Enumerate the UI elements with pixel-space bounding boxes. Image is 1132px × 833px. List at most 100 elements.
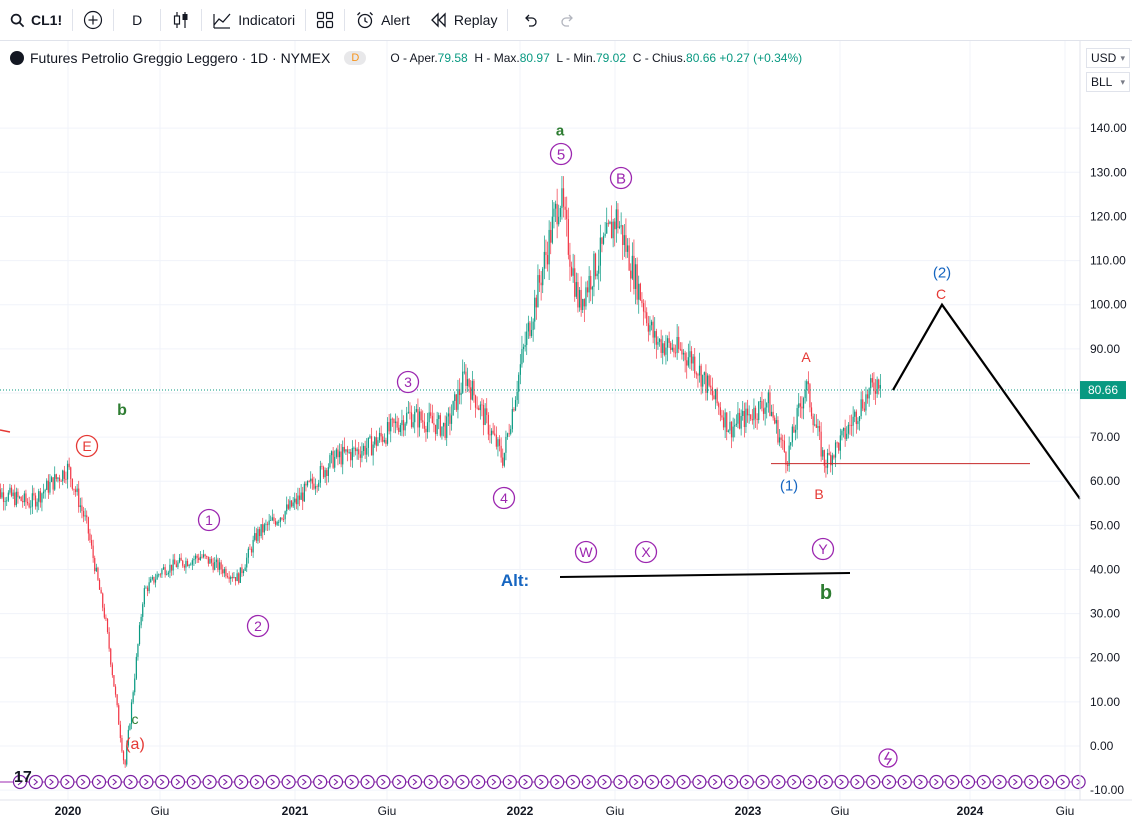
unit-selector[interactable]: BLL ▾ (1086, 72, 1130, 92)
candle-body (132, 692, 134, 703)
candle-body (463, 371, 465, 373)
candle-body (519, 364, 521, 375)
candle-body (33, 493, 35, 496)
candle-body (287, 504, 289, 509)
redo-button[interactable] (552, 0, 584, 40)
candle-body (727, 430, 729, 432)
candle-body (30, 506, 32, 508)
dividend-event-icon (878, 748, 898, 768)
candle-body (76, 488, 78, 492)
event-arrow (949, 778, 955, 786)
candle-body (868, 388, 870, 399)
candle-body (543, 251, 545, 269)
candle-body (257, 529, 259, 541)
candle-body (740, 415, 742, 429)
x-tick-label: Giu (606, 804, 625, 818)
candle-body (722, 417, 725, 428)
candle-body (678, 336, 680, 349)
candle-body (18, 496, 21, 498)
event-icon (502, 774, 517, 790)
time-axis[interactable]: 2020 Giu 2021 Giu 2022 Giu 2023 Giu 2024 Giu (0, 799, 1132, 818)
candle-body (234, 577, 237, 582)
chart-type-button[interactable] (161, 0, 201, 40)
candle-body (681, 349, 683, 355)
event-icon (423, 774, 438, 790)
replay-button[interactable]: Replay (420, 0, 508, 40)
symbol-search[interactable]: CL1! (0, 0, 72, 40)
candle-body (42, 491, 45, 494)
candle-body (505, 436, 507, 453)
candle-body (284, 511, 286, 520)
ohlc-values: O - Aper.79.58 H - Max.80.97 L - Min.79.… (390, 51, 802, 65)
candle-body (457, 389, 459, 410)
event-icon (139, 774, 154, 790)
projection-path (892, 302, 1081, 500)
candle-body (766, 403, 768, 408)
y-tick-label: 120.00 (1090, 209, 1127, 223)
candle-body (369, 436, 371, 438)
candle-body (847, 424, 849, 434)
candle-body (471, 380, 473, 400)
candle-body (34, 495, 37, 507)
candle-body (126, 745, 128, 765)
candle-body (286, 504, 288, 512)
interval-button[interactable]: D (114, 0, 160, 40)
event-arrow (317, 778, 323, 786)
candle-body (486, 408, 488, 415)
candle-body (4, 501, 6, 503)
candle-body (407, 411, 409, 413)
event-icon (723, 774, 739, 790)
candle-body (47, 480, 49, 493)
candle-body (542, 268, 544, 286)
indicators-button[interactable]: Indicatori (202, 0, 305, 40)
event-icon (834, 774, 849, 790)
candle-body (159, 574, 161, 576)
candle-body (185, 560, 187, 568)
candle-body (145, 587, 147, 589)
candle-body (278, 521, 280, 523)
candle-body (711, 387, 713, 396)
candle-body (574, 268, 576, 297)
y-tick-label: 110.00 (1090, 254, 1126, 268)
event-arrow (570, 778, 576, 786)
layout-button[interactable] (306, 0, 344, 40)
wave-label: c (132, 711, 139, 727)
candle-body (378, 432, 381, 441)
candle-body (218, 562, 221, 570)
divider (507, 9, 509, 31)
candle-body (822, 450, 824, 457)
event-icon (360, 774, 375, 790)
undo-button[interactable] (508, 0, 552, 40)
candle-body (90, 540, 93, 546)
price-chart[interactable]: a 5 B (2) C A 3 b E 1 2 4 (1) B W X Y Alt: b c (a) 17 140.00 1… (0, 41, 1132, 833)
currency-selector[interactable]: USD ▾ (1086, 48, 1130, 68)
alarm-clock-icon (357, 12, 374, 29)
wave-label: 1 (205, 512, 213, 528)
event-icon (708, 774, 723, 790)
candle-body (639, 283, 641, 301)
candle-body (426, 422, 429, 433)
event-arrow (144, 778, 149, 786)
event-icon (818, 774, 833, 790)
alert-button[interactable]: Alert (345, 0, 420, 40)
candle-body (186, 560, 189, 567)
event-icon (897, 774, 912, 790)
candle-body (388, 422, 390, 432)
candle-body (686, 360, 688, 366)
candle-body (559, 208, 561, 217)
candle-body (447, 413, 449, 417)
price-axis[interactable]: 140.00130.00120.00110.00100.0090.0080.00… (1079, 41, 1127, 800)
candle-body (422, 420, 424, 422)
candle-body (775, 420, 777, 424)
candle-body (626, 245, 629, 252)
compare-button[interactable] (73, 0, 113, 40)
candle-body (143, 588, 145, 605)
candle-body (631, 255, 633, 279)
candle-body (65, 478, 67, 480)
candle-body (321, 466, 323, 467)
candle-body (828, 452, 830, 455)
event-arrow (839, 778, 844, 786)
last-price-label: 80.66 (1088, 383, 1118, 397)
candle-body (518, 374, 520, 392)
event-arrow (238, 778, 244, 786)
